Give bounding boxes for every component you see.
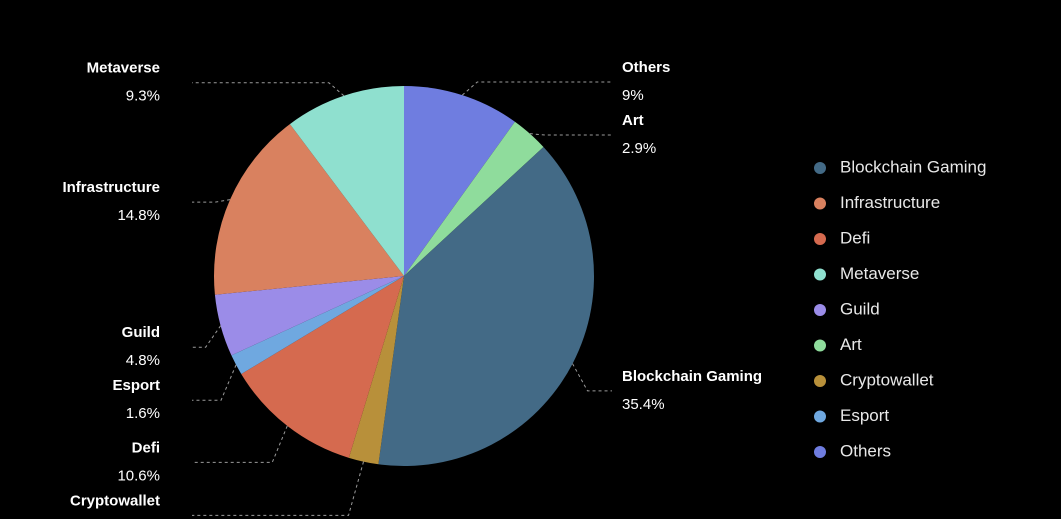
pie-slice bbox=[378, 146, 594, 466]
legend-label: Defi bbox=[840, 228, 870, 247]
legend-label: Infrastructure bbox=[840, 193, 940, 212]
slice-value: 9% bbox=[622, 87, 644, 104]
slice-name: Infrastructure bbox=[62, 179, 160, 196]
slice-value: 9.3% bbox=[126, 88, 160, 105]
slice-name: Art bbox=[622, 112, 644, 129]
legend-label: Art bbox=[840, 335, 862, 354]
leader-line bbox=[529, 133, 612, 136]
slice-name: Others bbox=[622, 59, 670, 76]
leader-line bbox=[192, 425, 288, 463]
legend-label: Cryptowallet bbox=[840, 370, 934, 389]
legend-label: Metaverse bbox=[840, 264, 919, 283]
pie-slice bbox=[241, 276, 404, 458]
slice-name: Esport bbox=[112, 377, 160, 394]
slice-value: 10.6% bbox=[117, 467, 160, 484]
legend-marker bbox=[814, 304, 826, 316]
pie-slice bbox=[348, 276, 404, 465]
slice-name: Guild bbox=[122, 324, 160, 341]
legend-marker bbox=[814, 375, 826, 387]
leader-line bbox=[192, 461, 364, 516]
legend-marker bbox=[814, 339, 826, 352]
legend-marker bbox=[814, 410, 826, 423]
leader-line bbox=[461, 81, 612, 96]
pie-slice bbox=[404, 121, 544, 276]
leader-line bbox=[192, 364, 237, 401]
pie-slice bbox=[404, 86, 515, 276]
leader-line bbox=[572, 363, 612, 392]
legend-label: Esport bbox=[840, 406, 889, 425]
leader-line bbox=[192, 325, 222, 348]
legend-label: Blockchain Gaming bbox=[840, 157, 986, 176]
slice-value: 1.6% bbox=[126, 405, 160, 422]
legend-marker bbox=[814, 197, 826, 210]
slice-value: 4.8% bbox=[126, 352, 160, 369]
leader-line bbox=[192, 82, 345, 97]
slice-name: Cryptowallet bbox=[70, 492, 160, 509]
legend-label: Guild bbox=[840, 299, 880, 318]
pie-slice bbox=[289, 86, 404, 276]
pie-slice bbox=[214, 276, 404, 356]
leader-line bbox=[192, 199, 231, 203]
pie-slice bbox=[214, 124, 404, 295]
legend-marker bbox=[814, 446, 826, 458]
slice-name: Defi bbox=[132, 439, 160, 456]
legend-marker bbox=[814, 233, 826, 245]
slice-value: 35.4% bbox=[622, 396, 665, 413]
legend-label: Others bbox=[840, 441, 891, 460]
pie-slice bbox=[231, 276, 404, 375]
legend-marker bbox=[814, 268, 826, 281]
legend-marker bbox=[814, 162, 826, 174]
slice-value: 2.9% bbox=[622, 140, 656, 157]
slice-name: Blockchain Gaming bbox=[622, 368, 762, 385]
slice-value: 14.8% bbox=[117, 207, 160, 224]
slice-name: Metaverse bbox=[87, 60, 160, 77]
